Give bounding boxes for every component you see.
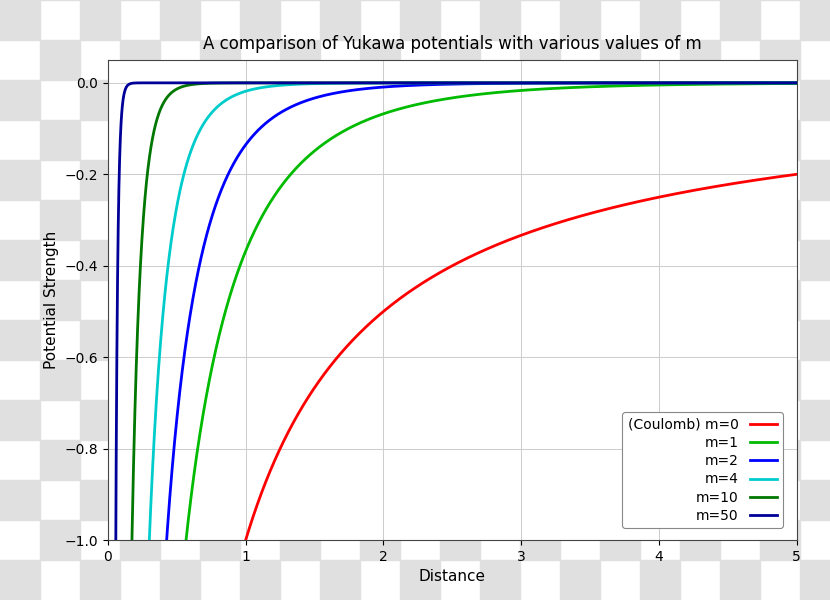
m=50	[367, 79, 377, 86]
Line: m=10: m=10	[109, 83, 797, 600]
m=4	[618, 79, 627, 86]
m=2	[228, 160, 238, 167]
Line: m=1: m=1	[109, 83, 797, 600]
m=50	[670, 79, 680, 86]
m=50	[228, 79, 238, 86]
Line: m=50: m=50	[109, 83, 797, 600]
m=10	[516, 79, 526, 86]
(Coulomb) m=0	[367, 318, 377, 325]
m=2	[516, 80, 526, 87]
m=1	[367, 115, 377, 122]
m=10	[228, 79, 238, 86]
m=4	[516, 79, 526, 86]
(Coulomb) m=0	[516, 232, 526, 239]
m=1	[551, 85, 561, 92]
m=10	[670, 79, 680, 86]
m=4	[551, 79, 561, 86]
m=10	[551, 79, 561, 86]
m=1	[670, 81, 680, 88]
m=1	[792, 80, 802, 87]
m=10	[618, 79, 627, 86]
m=4	[670, 79, 680, 86]
(Coulomb) m=0	[228, 580, 238, 587]
Line: (Coulomb) m=0: (Coulomb) m=0	[109, 174, 797, 600]
m=1	[228, 281, 238, 288]
m=4	[228, 92, 238, 100]
Legend: (Coulomb) m=0, m=1, m=2, m=4, m=10, m=50: (Coulomb) m=0, m=1, m=2, m=4, m=10, m=50	[622, 412, 783, 528]
m=4	[367, 79, 377, 86]
m=50	[792, 79, 802, 86]
m=2	[670, 79, 680, 86]
m=50	[551, 79, 561, 86]
m=2	[551, 79, 561, 86]
(Coulomb) m=0	[618, 202, 627, 209]
m=1	[516, 87, 526, 94]
m=2	[367, 85, 377, 92]
m=1	[618, 82, 627, 89]
m=2	[618, 79, 627, 86]
Y-axis label: Potential Strength: Potential Strength	[44, 231, 59, 369]
(Coulomb) m=0	[670, 190, 680, 197]
Line: m=4: m=4	[109, 83, 797, 600]
(Coulomb) m=0	[551, 220, 561, 227]
Line: m=2: m=2	[109, 83, 797, 600]
m=50	[618, 79, 627, 86]
(Coulomb) m=0	[792, 170, 802, 178]
m=2	[792, 79, 802, 86]
m=50	[516, 79, 526, 86]
m=10	[367, 79, 377, 86]
m=10	[792, 79, 802, 86]
m=4	[792, 79, 802, 86]
X-axis label: Distance: Distance	[419, 569, 486, 584]
Title: A comparison of Yukawa potentials with various values of m: A comparison of Yukawa potentials with v…	[203, 35, 701, 53]
